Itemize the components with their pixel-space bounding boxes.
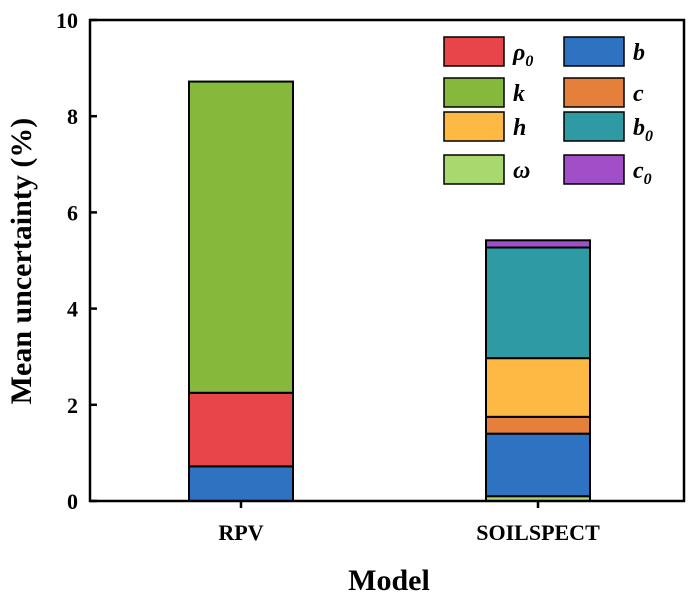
legend-swatch <box>443 154 505 185</box>
legend-swatch <box>443 111 505 142</box>
legend-label: c0 <box>633 158 652 188</box>
bar-segment-soilspect-2 <box>485 415 591 435</box>
legend-swatch <box>563 77 625 108</box>
x-axis-ticks: RPV SOILSPECT <box>218 501 600 545</box>
plot-frame <box>88 18 686 503</box>
bar-segment-soilspect-1 <box>485 432 591 498</box>
bar-segment-soilspect-5 <box>485 246 591 360</box>
y-tick-label: 8 <box>67 104 78 129</box>
bar-segment-rpv-3 <box>188 391 294 468</box>
legend-label: ρ0 <box>512 40 533 70</box>
legend-swatch <box>443 36 505 67</box>
legend-swatch <box>563 154 625 185</box>
legend-label: ω <box>513 158 530 184</box>
legend-label: k <box>513 81 525 107</box>
bars-group <box>188 80 591 503</box>
x-tick-label: RPV <box>218 520 263 545</box>
x-tick-label: SOILSPECT <box>476 520 600 545</box>
x-axis-title: Model <box>348 564 430 597</box>
legend-label: h <box>513 115 526 141</box>
legend-swatch <box>563 36 625 67</box>
legend-swatch <box>443 77 505 108</box>
bar-segment-soilspect-7 <box>485 239 591 249</box>
legend: ρ0 b k c h b0 ω c0 <box>443 36 653 188</box>
legend-swatch <box>563 111 625 142</box>
legend-label: b0 <box>633 115 653 145</box>
legend-label: b <box>633 40 645 66</box>
y-tick-label: 10 <box>56 8 78 33</box>
y-tick-label: 6 <box>67 200 78 225</box>
y-axis-title: Mean uncertainty (%) <box>5 118 38 405</box>
bar-segment-soilspect-4 <box>485 357 591 418</box>
y-tick-label: 0 <box>67 489 78 514</box>
axes-group <box>88 18 686 503</box>
bar-segment-rpv-6 <box>188 80 294 394</box>
y-axis-ticks: 0 2 4 6 8 10 <box>56 8 97 514</box>
y-tick-label: 2 <box>67 393 78 418</box>
bar-segment-rpv-1 <box>188 465 294 503</box>
legend-label: c <box>633 81 644 107</box>
y-tick-label: 4 <box>67 297 78 322</box>
